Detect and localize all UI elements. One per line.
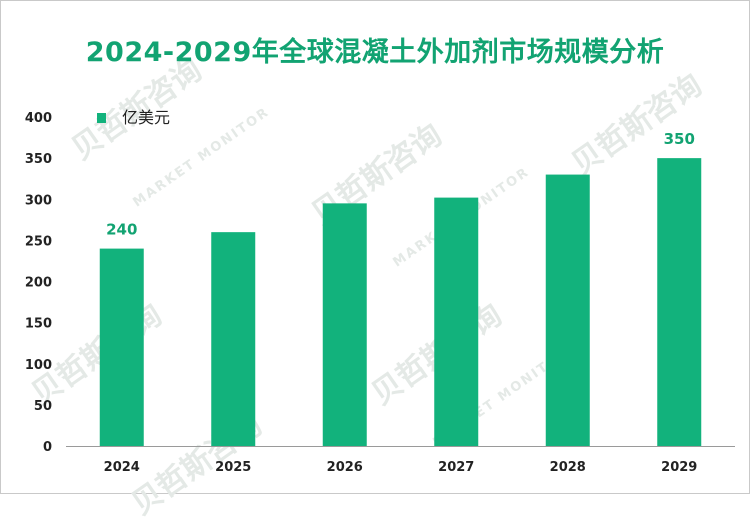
- y-tick-label: 400: [25, 111, 52, 126]
- x-tick-label: 2026: [327, 460, 363, 475]
- bar-2027: [434, 197, 479, 446]
- bar-2024: [99, 248, 144, 446]
- bar-2026: [322, 203, 367, 446]
- data-label: 240: [106, 221, 137, 239]
- x-tick-label: 2028: [550, 460, 586, 475]
- x-tick-label: 2024: [104, 460, 140, 475]
- x-tick-label: 2029: [661, 460, 697, 475]
- x-tick-label: 2025: [215, 460, 251, 475]
- x-tick-label: 2027: [438, 460, 474, 475]
- legend-swatch: [97, 113, 106, 123]
- y-tick-label: 200: [25, 276, 52, 291]
- bar-2025: [211, 232, 256, 446]
- y-tick-label: 150: [25, 317, 52, 332]
- y-tick-label: 300: [25, 193, 52, 208]
- y-tick-label: 350: [25, 152, 52, 167]
- legend-label: 亿美元: [122, 108, 170, 127]
- y-tick-label: 100: [25, 358, 52, 373]
- bar-2028: [545, 174, 590, 446]
- data-label: 350: [664, 130, 695, 148]
- y-tick-label: 0: [43, 440, 52, 455]
- bar-chart: 0 50 100 150 200 250 300 350 400 2024 2025 2026 2027…: [25, 108, 735, 475]
- y-tick-label: 250: [25, 234, 52, 249]
- y-tick-label: 50: [34, 399, 52, 414]
- chart-title: 2024-2029年全球混凝土外加剂市场规模分析: [85, 37, 665, 68]
- bar-2029: [657, 158, 702, 446]
